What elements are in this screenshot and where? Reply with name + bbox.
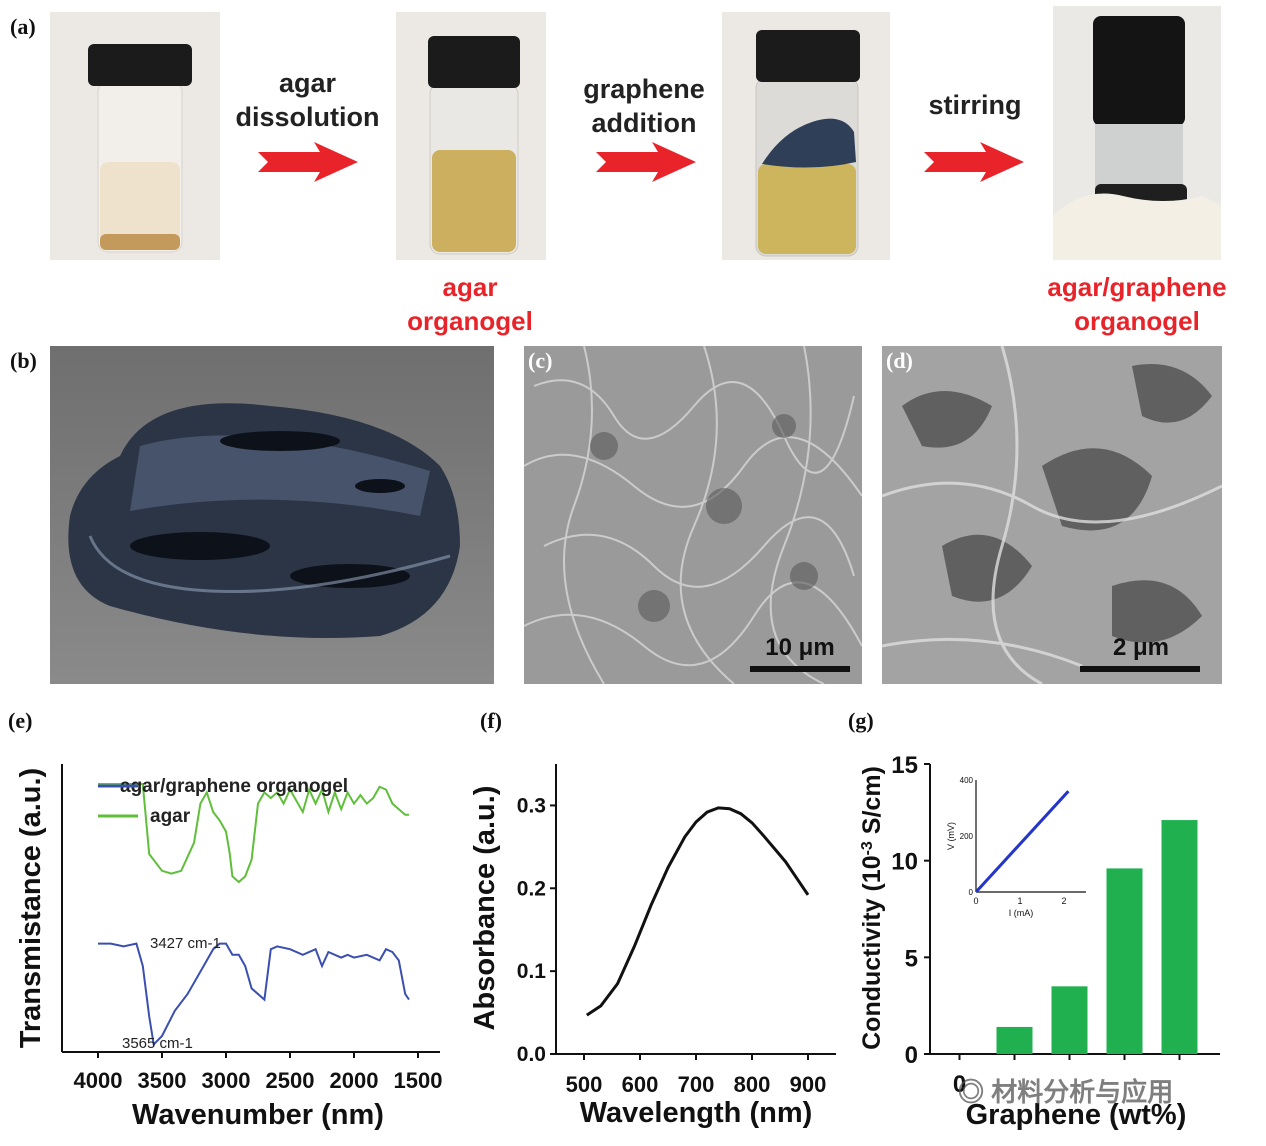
y-tick-label-f: 0.1 (517, 960, 547, 983)
process-arrow-1 (258, 142, 358, 182)
step-1-line-2: dissolution (235, 102, 380, 132)
step-2-line-1: graphene (583, 74, 705, 104)
x-tick-label-e: 1500 (394, 1068, 443, 1093)
x-tick-label-e: 2000 (330, 1068, 379, 1093)
panel-label-e: (e) (8, 708, 33, 733)
process-arrow-3 (924, 142, 1024, 182)
step-label-agar-dissolution: agar dissolution (220, 66, 395, 134)
product-1-line-1: agar (442, 272, 498, 302)
wechat-icon: ◎ (958, 1077, 992, 1107)
sem-image-c: (c) 10 μm (524, 346, 862, 684)
y-axis-label-e: Transmistance (a.u.) (15, 768, 47, 1048)
ftir-chart: 4000 3500 3000 2500 2000 1500 agar/graphene o… (15, 764, 443, 1131)
inset-iv-line (974, 790, 1070, 894)
y-tick-label-g: 15 (891, 752, 918, 779)
series-line-agar (98, 783, 409, 884)
step-2-line-2: addition (591, 108, 697, 138)
panel-label-f: (f) (480, 708, 502, 733)
x-axis-label-f: Wavelength (nm) (580, 1097, 813, 1129)
x-tick-label-f: 600 (622, 1072, 659, 1097)
bar-4 (1161, 820, 1198, 1054)
x-tick-label-g: 0 (953, 1071, 966, 1098)
organogel-block-render (50, 346, 494, 684)
ftir-axes (61, 764, 440, 1053)
scale-bar-label-d: 2 μm (1112, 634, 1170, 661)
panel-label-c: (c) (528, 348, 553, 373)
annotation-3565: 3565 cm-1 (122, 1035, 193, 1052)
x-tick-label-f: 700 (678, 1072, 715, 1097)
x-tick-label-e: 3500 (138, 1068, 187, 1093)
watermark: ◎ 材料分析与应用 (958, 1072, 1173, 1109)
y-axis-label-f: Absorbance (a.u.) (469, 786, 501, 1031)
x-tick-label-f: 800 (734, 1072, 771, 1097)
x-axis-label-g: Graphene (wt%) (966, 1099, 1187, 1131)
step-label-stirring: stirring (928, 90, 1022, 120)
product-label-agar-organogel: agar organogel (380, 270, 560, 338)
vial-photo-graphene-addition (722, 12, 890, 260)
legend-label-agar: agar (150, 806, 191, 827)
bar-2 (1051, 986, 1088, 1054)
x-tick-label-f: 900 (790, 1072, 827, 1097)
inset-x-label: I (mA) (1009, 908, 1034, 918)
inset-x-tick-label: 2 (1061, 896, 1066, 906)
product-1-line-2: organogel (407, 306, 533, 336)
absorbance-chart: 500 600 700 800 900 0.0 0.1 0.2 0.3 Wavelength (… (469, 764, 836, 1129)
inset-y-label: V (mV) (946, 822, 956, 850)
series-line-organogel (98, 942, 410, 1047)
x-axis-label-e: Wavenumber (nm) (132, 1099, 384, 1131)
x-tick-label-f: 500 (566, 1072, 603, 1097)
panel-label-b: (b) (10, 348, 37, 373)
product-label-agar-graphene-organogel: agar/graphene organogel (1020, 270, 1254, 338)
scale-bar-d (1080, 666, 1200, 672)
product-2-line-2: organogel (1074, 306, 1200, 336)
inset-x-tick-label: 0 (973, 896, 978, 906)
conductivity-chart: 0 5 10 15 0 0 1 2 0 200 400 I (mA) V (mV) Graphene … (858, 752, 1220, 1131)
x-tick-label-e: 2500 (266, 1068, 315, 1093)
bar-3 (1106, 868, 1143, 1054)
step-1-line-1: agar (278, 68, 337, 98)
inset-y-tick-label: 400 (960, 776, 974, 785)
vial-photo-agar-graphene-organogel (1053, 6, 1221, 260)
y-tick-label-f: 0.2 (517, 877, 546, 900)
scale-bar-c (750, 666, 850, 672)
annotation-3427: 3427 cm-1 (150, 935, 221, 952)
watermark-text: 材料分析与应用 (991, 1077, 1174, 1107)
scale-bar-label-c: 10 μm (765, 634, 835, 661)
inset-x-tick-label: 1 (1017, 896, 1022, 906)
panel-label-a: (a) (10, 14, 36, 39)
vial-photo-agar-mixture (50, 12, 220, 260)
process-arrow-2 (596, 142, 696, 182)
vial-photo-agar-organogel (396, 12, 546, 260)
y-tick-label-g: 0 (905, 1042, 918, 1069)
inset-y-tick-label: 0 (969, 888, 974, 897)
inset-y-tick-label: 200 (960, 832, 974, 841)
panel-label-g: (g) (848, 708, 874, 733)
bar-1 (996, 1026, 1033, 1054)
absorbance-axes (555, 764, 836, 1055)
y-tick-label-f: 0.3 (517, 794, 546, 817)
absorbance-line (585, 806, 810, 1017)
legend-label-organogel: agar/graphene organogel (120, 776, 348, 797)
y-tick-label-g: 5 (905, 945, 918, 972)
y-tick-label-g: 10 (891, 849, 918, 876)
panel-label-d: (d) (886, 348, 913, 373)
y-tick-label-f: 0.0 (517, 1043, 546, 1066)
y-axis-label-g: Conductivity (10-3 S/cm) (858, 766, 886, 1050)
x-tick-label-e: 3000 (202, 1068, 251, 1093)
x-tick-label-e: 4000 (74, 1068, 123, 1093)
product-2-line-1: agar/graphene (1047, 272, 1227, 302)
step-label-graphene-addition: graphene addition (566, 72, 722, 140)
sem-image-d: (d) 2 μm (882, 346, 1222, 684)
